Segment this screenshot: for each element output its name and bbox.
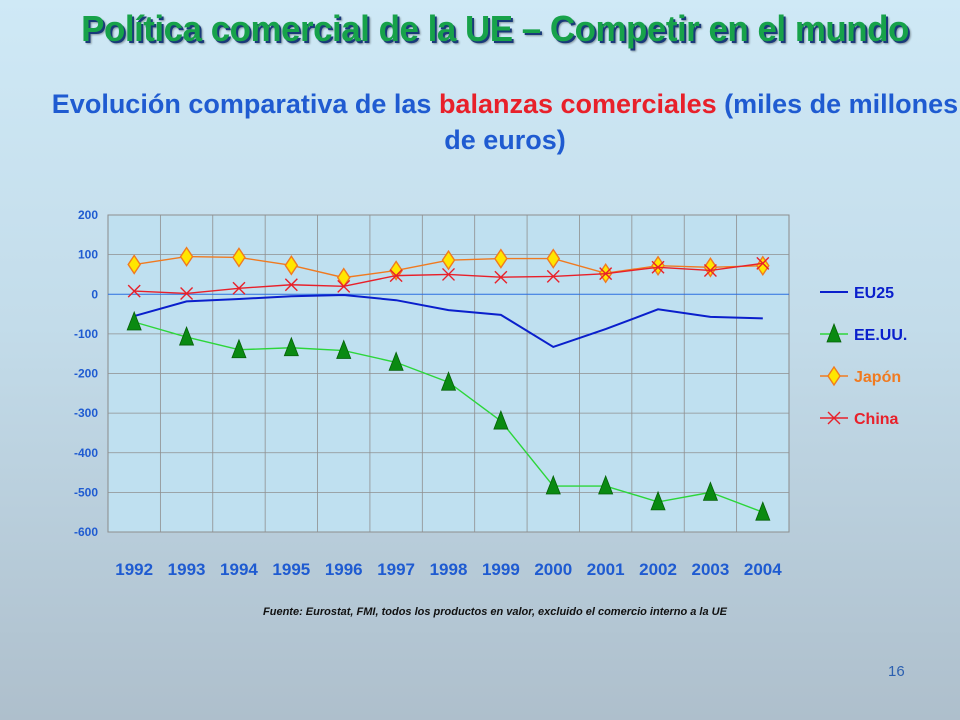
x-tick-label: 2002 [639,560,677,579]
y-tick-label: 0 [91,287,98,301]
y-tick-label: 100 [78,248,98,262]
data-point [545,474,561,495]
x-tick-label: 2003 [692,560,730,579]
y-tick-label: -500 [74,485,98,499]
series-jap-n [127,246,770,288]
data-point [441,249,456,271]
legend-entry: EU25 [820,285,894,302]
marker-stroke [180,286,194,300]
y-tick-label: -400 [74,446,98,460]
chart-subtitle: Evolución comparativa de las balanzas co… [40,86,960,158]
chart-legend: EU25 EE.UU. Japón China [820,285,907,428]
series-ee-uu- [126,310,771,521]
data-point [493,409,509,430]
data-point [336,339,352,359]
x-tick-label: 1997 [377,560,415,579]
data-point [703,257,718,278]
subtitle-text-part2: (miles de millones de euros) [444,89,959,155]
data-point [546,269,560,283]
data-point [389,269,403,283]
subtitle-text-part1: Evolución comparativa de las [51,89,439,119]
legend-label: EU25 [854,285,894,302]
data-point [126,310,142,331]
marker-stroke [827,411,841,425]
x-tick-label: 1999 [482,560,520,579]
marker-stroke [389,269,403,283]
data-point [337,279,351,293]
x-tick-label: 1998 [430,560,468,579]
series-eu25 [133,294,763,349]
marker-stroke [494,270,508,284]
data-point [599,267,613,281]
chart-axes: 200 100 0 -100 -200 -300 -400 -500 -600 1992 1993 1… [74,208,782,579]
legend-label: EE.UU. [854,327,907,344]
legend-marker [827,411,841,425]
data-point [232,247,246,268]
data-point [651,260,665,274]
x-tick-label: 1995 [272,560,310,579]
legend-entry: EE.UU. [820,322,907,344]
legend-marker [826,322,842,343]
slide-title: Política comercial de la UE – Competir e… [81,8,909,49]
page-number: 16 [888,663,905,680]
marker-stroke [127,284,141,298]
data-point [178,325,195,346]
data-point [598,474,614,495]
data-point [494,248,508,269]
legend-entry: Japón [820,365,901,387]
data-point [756,256,770,270]
data-point [494,270,508,284]
x-tick-label: 1996 [325,560,363,579]
series-china [127,256,770,300]
data-point [755,501,771,521]
marker-stroke [232,281,246,295]
data-point [180,286,194,300]
marker-stroke [651,260,665,274]
data-point [284,278,298,292]
data-point [179,246,194,267]
data-point [284,255,299,276]
data-point [442,267,455,281]
x-tick-label: 2000 [534,560,572,579]
legend-entry: China [820,411,899,428]
data-point [388,351,404,371]
x-tick-label: 2004 [744,560,782,579]
data-point [127,254,142,275]
y-tick-label: -200 [74,367,98,381]
marker-stroke [703,263,717,277]
x-tick-label: 2001 [587,560,625,579]
data-point [546,248,561,269]
data-point [650,490,666,511]
marker-stroke [337,279,351,293]
data-point [440,371,457,391]
x-tick-label: 1993 [168,560,206,579]
source-note: Fuente: Eurostat, FMI, todos los product… [263,606,727,618]
legend-label: China [854,411,899,428]
subtitle-highlight: balanzas comerciales [438,89,717,119]
x-tick-label: 1994 [220,560,258,579]
x-tick-label: 1992 [115,560,153,579]
marker-stroke [599,267,613,281]
series-line [133,294,763,349]
data-point [702,481,719,501]
y-tick-label: 200 [78,208,98,222]
marker-stroke [756,256,770,270]
data-point [231,338,247,359]
marker-stroke [284,278,298,292]
data-point [127,284,141,298]
y-tick-label: -300 [74,406,98,420]
data-point [703,263,717,277]
legend-label: Japón [854,369,901,386]
y-tick-label: -600 [74,525,98,539]
legend-marker [827,365,841,387]
marker-stroke [442,267,455,281]
data-point [232,281,246,295]
marker-stroke [546,269,560,283]
data-point [283,336,299,357]
chart-series [126,246,771,521]
y-tick-label: -100 [74,327,98,341]
